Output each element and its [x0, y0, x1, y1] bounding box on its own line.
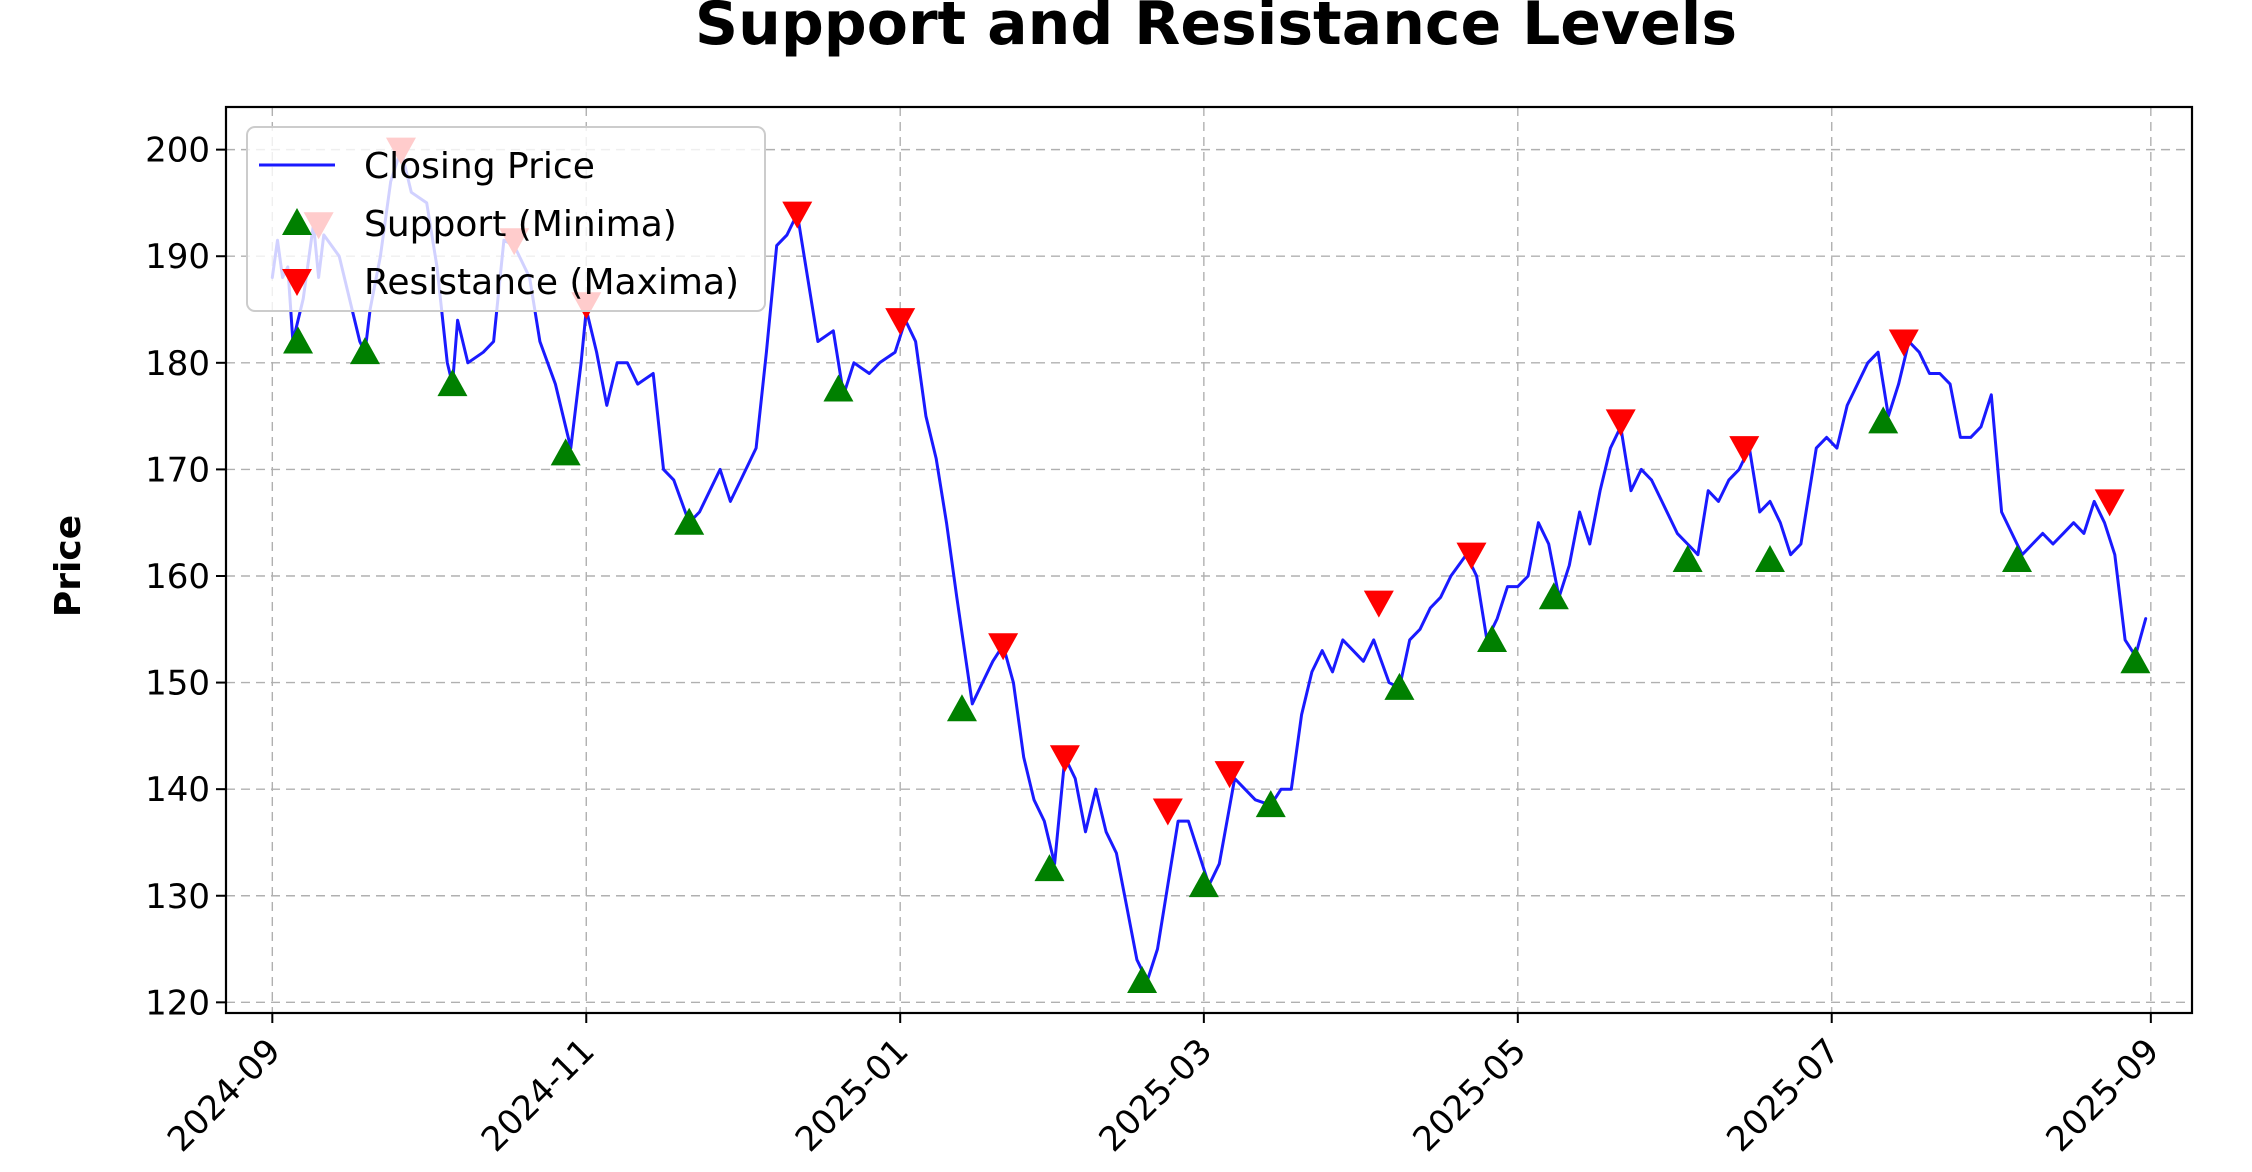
y-tick-label: 120 [145, 983, 210, 1023]
support-marker [1384, 672, 1415, 700]
resistance-marker [1214, 761, 1245, 789]
support-marker [1538, 582, 1569, 610]
support-marker [550, 438, 581, 466]
legend-resistance-swatch [282, 269, 312, 296]
x-tick-label: 2024-11 [474, 1031, 603, 1160]
support-marker [437, 369, 468, 397]
resistance-marker [1456, 542, 1487, 570]
legend-support-swatch [282, 208, 312, 235]
legend-label: Resistance (Maxima) [364, 262, 739, 303]
y-tick-label: 130 [145, 877, 210, 917]
x-tick-label: 2024-09 [160, 1031, 289, 1160]
resistance-marker [1049, 745, 1080, 773]
support-marker [1868, 406, 1899, 434]
resistance-marker [1605, 409, 1636, 437]
legend: Closing Price Support (Minima) Resistance … [246, 126, 766, 312]
support-marker [1477, 624, 1508, 652]
closing-price-line [270, 148, 2148, 983]
legend-label: Support (Minima) [364, 204, 677, 245]
chart-title: Support and Resistance Levels [695, 0, 1737, 59]
resistance-marker [988, 633, 1019, 661]
y-tick-label: 180 [145, 344, 210, 384]
x-tick-label: 2025-05 [1405, 1031, 1534, 1160]
x-tick-label: 2025-07 [1719, 1031, 1848, 1160]
y-tick-label: 160 [145, 557, 210, 597]
support-marker [1255, 790, 1286, 818]
resistance-marker [1152, 798, 1183, 826]
y-tick-label: 140 [145, 770, 210, 810]
support-marker [1672, 545, 1703, 572]
resistance-marker [1729, 436, 1760, 464]
support-marker [823, 374, 854, 402]
plot-markers [283, 137, 2151, 994]
x-tick-label: 2025-01 [788, 1031, 917, 1160]
y-axis-label: Price [48, 515, 89, 617]
resistance-marker [782, 201, 813, 229]
support-marker [674, 507, 705, 535]
resistance-marker [1363, 590, 1394, 618]
x-tick-label: 2025-03 [1091, 1031, 1220, 1160]
support-marker [2120, 646, 2151, 674]
support-marker [2002, 545, 2033, 572]
legend-label: Closing Price [364, 146, 595, 187]
y-tick-label: 190 [145, 237, 210, 277]
x-tick-label: 2025-09 [2038, 1031, 2167, 1160]
grid-lines [226, 107, 2192, 1013]
y-tick-label: 200 [145, 131, 210, 171]
resistance-marker [1888, 329, 1919, 357]
resistance-marker [885, 308, 916, 336]
support-marker [283, 326, 314, 354]
plot-series [270, 148, 2148, 983]
y-tick-label: 150 [145, 664, 210, 704]
support-marker [946, 694, 977, 722]
support-marker [349, 337, 380, 365]
support-marker [1127, 966, 1158, 994]
support-marker [1034, 854, 1065, 882]
axes-frame [224, 105, 2194, 1015]
legend-box [246, 126, 766, 312]
support-marker [1188, 870, 1219, 898]
support-marker [1754, 545, 1785, 572]
y-tick-label: 170 [145, 450, 210, 490]
resistance-marker [2094, 489, 2125, 517]
